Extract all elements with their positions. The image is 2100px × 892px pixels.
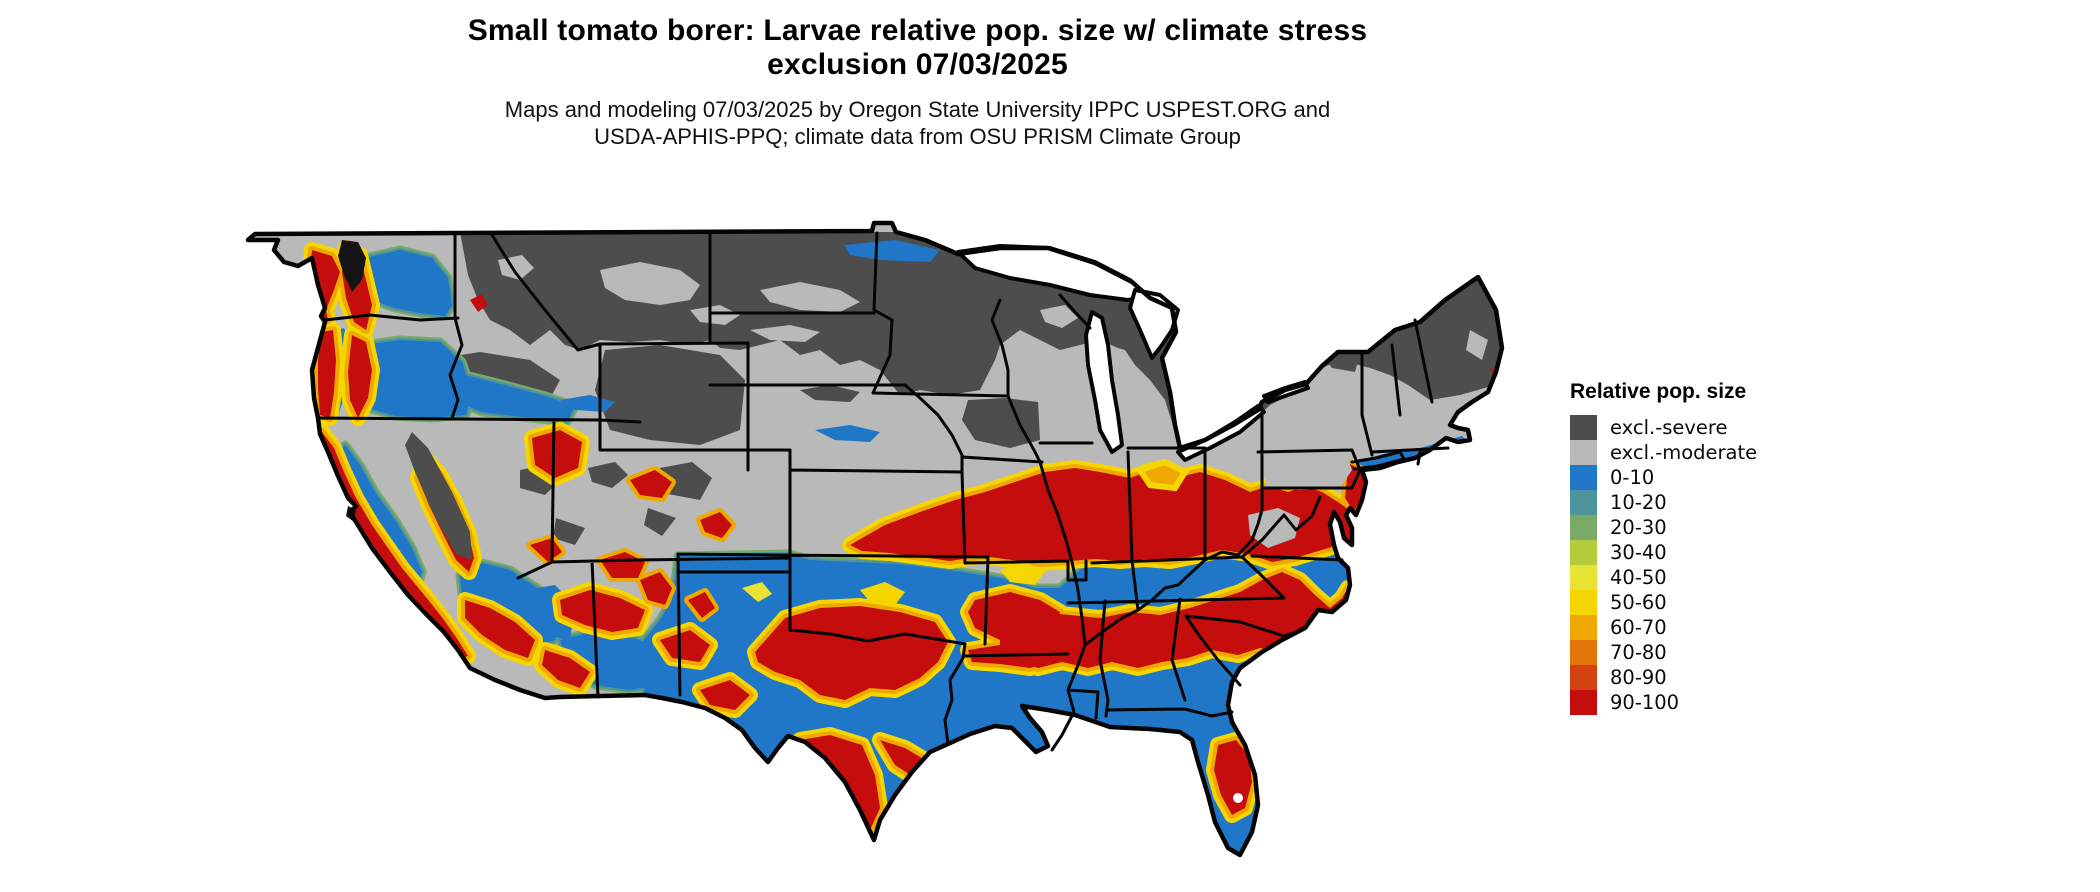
legend-item: 80-90 (1570, 665, 1757, 690)
legend-item-label: 60-70 (1610, 616, 1667, 639)
map-subtitle: Maps and modeling 07/03/2025 by Oregon S… (235, 96, 1600, 150)
legend-item-label: 20-30 (1610, 516, 1667, 539)
legend-swatch (1570, 440, 1597, 465)
lake-michigan (1084, 310, 1124, 454)
legend-item-label: 50-60 (1610, 591, 1667, 614)
legend-item: 40-50 (1570, 565, 1757, 590)
legend: Relative pop. size excl.-severe excl.-mod… (1570, 380, 1757, 715)
legend-swatch (1570, 465, 1597, 490)
legend-item: 20-30 (1570, 515, 1757, 540)
legend-item-label: 0-10 (1610, 466, 1655, 489)
legend-swatch (1570, 490, 1597, 515)
legend-item-label: 90-100 (1610, 691, 1680, 714)
legend-rows: excl.-severe excl.-moderate 0-10 10-20 20-30… (1570, 415, 1757, 715)
legend-swatch (1570, 665, 1597, 690)
legend-item-label: 30-40 (1610, 541, 1667, 564)
moderate-exclusion-patches (498, 255, 1488, 360)
legend-item: 60-70 (1570, 615, 1757, 640)
legend-swatch (1570, 590, 1597, 615)
legend-item-label: 40-50 (1610, 566, 1667, 589)
legend-item: 30-40 (1570, 540, 1757, 565)
map-title-line1: Small tomato borer: Larvae relative pop.… (467, 14, 1368, 47)
legend-item: 70-80 (1570, 640, 1757, 665)
lake-okeechobee (1233, 793, 1243, 803)
florida-keys-dots (1250, 852, 1256, 855)
legend-swatch (1570, 615, 1597, 640)
legend-item-label: excl.-moderate (1610, 441, 1758, 464)
transition-patches (742, 458, 1190, 605)
map-title-line2: exclusion 07/03/2025 (767, 48, 1068, 81)
legend-item: 10-20 (1570, 490, 1757, 515)
puget-sound (338, 240, 366, 292)
legend-item-label: 70-80 (1610, 641, 1667, 664)
legend-swatch (1570, 540, 1597, 565)
legend-item: excl.-moderate (1570, 440, 1757, 465)
legend-swatch (1570, 415, 1597, 440)
map-subtitle-line2: USDA-APHIS-PPQ; climate data from OSU PR… (594, 124, 1241, 149)
legend-item-label: excl.-severe (1610, 416, 1728, 439)
legend-swatch (1570, 640, 1597, 665)
legend-item: 50-60 (1570, 590, 1757, 615)
legend-item: excl.-severe (1570, 415, 1757, 440)
legend-item-label: 80-90 (1610, 666, 1667, 689)
legend-item-label: 10-20 (1610, 491, 1667, 514)
legend-swatch (1570, 515, 1597, 540)
legend-item: 0-10 (1570, 465, 1757, 490)
us-outline (245, 220, 1505, 858)
legend-title: Relative pop. size (1570, 380, 1747, 403)
legend-item: 90-100 (1570, 690, 1757, 715)
title-block: Small tomato borer: Larvae relative pop.… (235, 14, 1600, 150)
map-subtitle-line1: Maps and modeling 07/03/2025 by Oregon S… (504, 97, 1331, 122)
legend-swatch (1570, 690, 1597, 715)
legend-swatch (1570, 565, 1597, 590)
